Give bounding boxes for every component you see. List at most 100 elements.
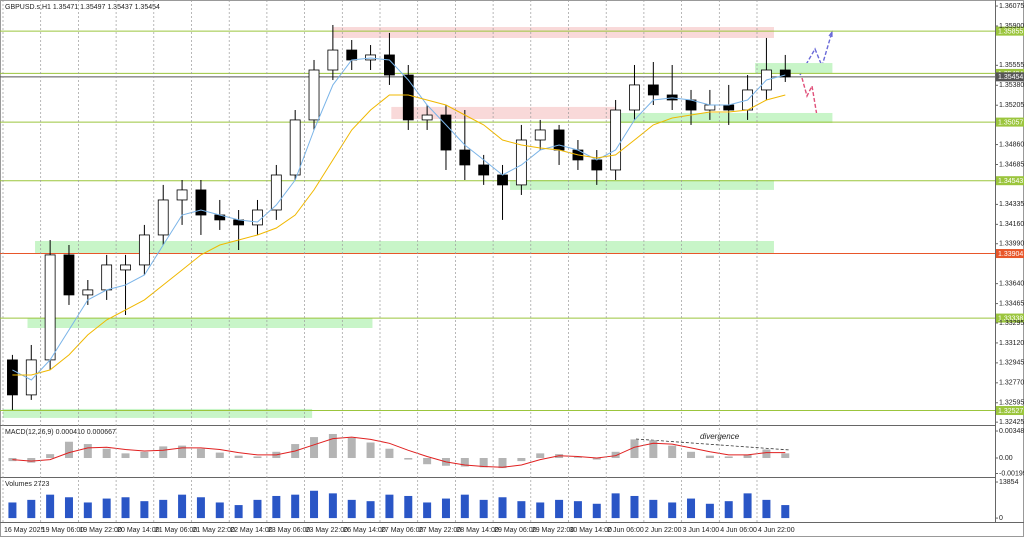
level-label: 1.35057 [998,119,1023,126]
zone [332,27,774,38]
macd-bar [479,458,488,468]
x-tick-label: 29 May 06:00 [494,527,537,534]
volume-bar [234,505,243,519]
panel-title: MACD(12,26,9) 0.000410 0.000667 [5,429,116,436]
macd-bar [573,457,582,459]
candle-body [478,164,490,176]
candle-body [176,189,188,201]
y-tick-label: 1.33295 [999,320,1024,327]
volume-bar [423,502,432,519]
x-tick-label: 30 May 14:00 [570,527,613,534]
volume-bar [630,495,639,519]
volume-bar [762,499,771,519]
x-tick-label: 23 May 06:00 [268,527,311,534]
x-tick-label: 22 May 14:00 [230,527,273,534]
macd-bar [46,454,55,459]
volume-bar [291,494,300,519]
volume-bar [441,498,450,519]
chart-title: GBPUSD.s,H1 1.35471 1.35497 1.35437 1.35… [5,4,160,11]
volume-bar [555,499,564,519]
forecast-down [801,77,819,123]
candle-body [270,174,282,211]
volume-bar [328,493,337,519]
x-tick-label: 19 May 06:00 [42,527,85,534]
macd-bar [423,458,432,465]
candle-body [195,189,207,216]
macd-bar [705,455,714,459]
moving-average [12,57,786,381]
zone [510,180,774,190]
y-tick-label: 1.33120 [999,340,1024,347]
y-tick-label: 1.35380 [999,82,1024,89]
candle-body [63,254,75,296]
level-label-box [996,176,1024,186]
y-tick-label: 1.34160 [999,221,1024,228]
x-tick-label: 2 Jun 06:00 [607,527,644,534]
candle-body [7,359,18,396]
candle-body [82,289,94,296]
macd-bar [310,437,319,459]
x-tick-label: 20 May 14:00 [117,527,160,534]
volume-bar [592,503,601,519]
candle-body [327,49,339,71]
y-tick-label: 1.32425 [999,419,1024,426]
level-label-box [996,313,1024,323]
candle-body [459,149,471,166]
macd-bar [366,442,375,459]
macd-bar [159,446,168,459]
candle-body [157,199,169,236]
macd-bar [630,439,639,459]
macd-bar [121,453,130,459]
y-tick-label: 1.32945 [999,360,1024,367]
macd-bar [178,445,187,459]
candle-body [120,264,131,271]
volume-bar [140,501,149,519]
candle-body [308,69,320,121]
macd-bar [460,458,469,467]
macd-bar [687,451,696,459]
macd-bar [536,453,545,459]
level-label: 1.35454 [998,74,1023,81]
x-tick-label: 21 May 06:00 [155,527,198,534]
macd-bar [253,456,262,459]
candle-body [497,174,508,186]
macd-bar [328,433,337,459]
macd-bar [196,448,205,459]
volume-bar [121,497,130,519]
volume-bar [159,499,168,519]
x-tick-label: 4 Jun 22:00 [758,527,795,534]
macd-bar [102,448,111,459]
x-tick-label: 2 Jun 22:00 [645,527,682,534]
volume-bar [743,493,752,519]
macd-bar [140,451,149,459]
zone [35,241,774,253]
y-tick-label: 1.33990 [999,241,1024,248]
level-label-box [996,26,1024,36]
level-label: 1.32527 [998,408,1023,415]
volume-bar [8,502,17,519]
volume-bar [705,503,714,519]
candle-body [101,264,113,291]
macd-bar [64,441,73,459]
y-tick-label: -0.001998 [999,470,1024,477]
zone [3,408,313,418]
candle-body [25,359,37,396]
level-label: 1.33904 [998,251,1023,258]
volume-bar [649,499,658,519]
volume-bar [46,494,55,519]
volume-bar [102,498,111,519]
candle-body [723,104,735,111]
level-label-box [996,72,1024,82]
candle-body [704,104,716,111]
y-tick-label: 1.32595 [999,400,1024,407]
macd-bar [83,444,92,459]
candle-body [365,54,376,61]
macd-bar [611,451,620,459]
volume-bar [366,501,375,519]
x-tick-label: 19 May 22:00 [79,527,122,534]
macd-bar [385,448,394,459]
volume-bar [404,495,413,519]
macd-bar [517,458,526,462]
macd-bar [781,453,790,459]
